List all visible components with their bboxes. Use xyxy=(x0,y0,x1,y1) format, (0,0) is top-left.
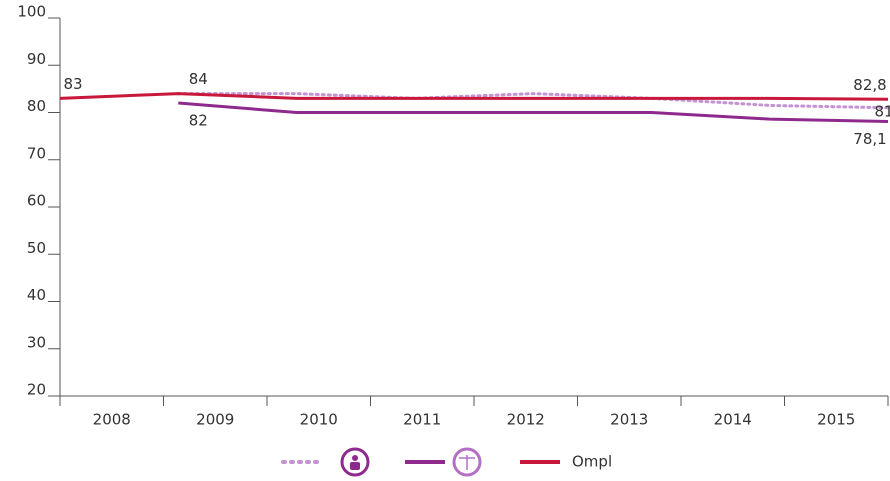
data-label: 81 xyxy=(874,102,890,120)
y-tick-label: 80 xyxy=(27,97,46,115)
legend-icon-part xyxy=(350,462,360,470)
y-tick-label: 70 xyxy=(27,144,46,162)
series-line xyxy=(178,101,889,123)
y-tick-label: 60 xyxy=(27,192,46,210)
x-tick-label: 2013 xyxy=(610,411,648,429)
legend-icon xyxy=(452,447,482,477)
series-line xyxy=(59,92,889,101)
legend-label: Ompl xyxy=(572,453,612,471)
data-label: 82,8 xyxy=(853,76,886,94)
legend-icon-part xyxy=(352,455,358,461)
y-tick-label: 50 xyxy=(27,239,46,257)
x-tick-label: 2014 xyxy=(714,411,752,429)
data-label: 83 xyxy=(63,75,82,93)
x-tick-label: 2012 xyxy=(507,411,545,429)
y-tick-label: 100 xyxy=(17,3,46,21)
data-label: 82 xyxy=(189,112,208,130)
legend-icons xyxy=(340,447,482,477)
x-tick-label: 2010 xyxy=(300,411,338,429)
data-label: 84 xyxy=(189,70,208,88)
y-tick-label: 90 xyxy=(27,50,46,68)
series-line xyxy=(176,92,890,110)
y-tick-label: 20 xyxy=(27,381,46,399)
legend-icon xyxy=(340,447,370,477)
y-tick-label: 30 xyxy=(27,333,46,351)
x-tick-label: 2009 xyxy=(196,411,234,429)
x-tick-label: 2008 xyxy=(93,411,131,429)
x-tick-label: 2011 xyxy=(403,411,441,429)
x-tick-label: 2015 xyxy=(817,411,855,429)
data-label: 78,1 xyxy=(853,130,886,148)
y-tick-label: 40 xyxy=(27,286,46,304)
